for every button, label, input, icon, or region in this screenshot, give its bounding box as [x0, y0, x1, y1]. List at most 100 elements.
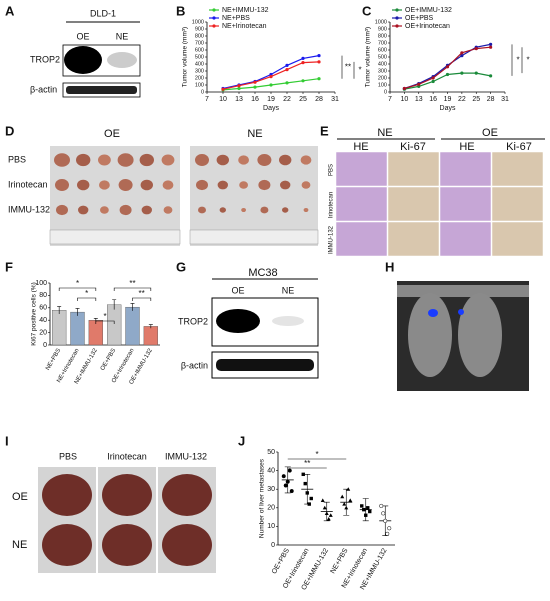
x-tick-label: 10: [219, 96, 227, 103]
panel-letter: B: [176, 3, 185, 18]
tumor: [257, 154, 272, 166]
blot-band: [216, 309, 260, 333]
row-label: PBS: [8, 154, 26, 164]
group-label: NE: [377, 127, 392, 139]
y-tick-label: 60: [39, 305, 47, 312]
data-point: [348, 498, 353, 502]
y-tick-label: 100: [35, 280, 47, 287]
y-axis-label: Tumor volume (mm³): [365, 27, 372, 87]
x-tick-label: NE+PBS: [45, 348, 62, 372]
x-tick-label: NE+PBS: [330, 547, 350, 575]
data-point: [379, 503, 384, 508]
annotation: *: [315, 450, 318, 459]
error-bar: [362, 498, 369, 522]
data-point: [289, 489, 294, 494]
row-label: TROP2: [178, 316, 208, 326]
tumor: [56, 204, 68, 216]
significance-bracket: [77, 297, 97, 301]
annotation: *: [103, 312, 106, 321]
annotation: **: [304, 459, 310, 468]
data-point: [362, 507, 366, 512]
y-tick-label: 100: [378, 82, 387, 88]
data-point: [346, 487, 351, 491]
tumor: [258, 179, 271, 191]
y-tick-label: 1000: [375, 19, 387, 25]
data-point: [431, 79, 435, 84]
y-tick-label: 900: [378, 26, 387, 32]
row-label: IMMU-132: [329, 225, 335, 254]
y-tick-label: 600: [378, 47, 387, 53]
x-tick-label: 25: [299, 96, 307, 103]
annotation: *: [526, 55, 529, 64]
panel-letter: F: [5, 259, 13, 274]
photo: [190, 146, 318, 246]
blot-band: [272, 316, 304, 326]
row-label: β-actin: [30, 84, 57, 94]
y-tick-label: 20: [39, 329, 47, 336]
blot-header: DLD-1: [90, 8, 116, 18]
data-point: [383, 518, 388, 523]
data-point: [253, 85, 257, 89]
error-bar: [75, 308, 80, 316]
tumor: [300, 155, 312, 165]
x-tick-label: 13: [235, 96, 243, 103]
y-tick-label: 200: [378, 75, 387, 81]
y-tick-label: 200: [195, 75, 204, 81]
data-point: [364, 513, 368, 517]
y-tick-label: 500: [195, 54, 204, 60]
histology-tile: [491, 186, 544, 222]
data-point: [301, 61, 305, 65]
mouse: [408, 293, 452, 377]
y-tick-label: 100: [195, 82, 204, 88]
x-tick-label: 22: [283, 96, 291, 103]
data-point: [324, 511, 329, 515]
data-point: [301, 472, 305, 477]
tumor: [238, 155, 250, 165]
photo: [50, 146, 180, 246]
x-tick-label: 31: [501, 96, 509, 103]
tumor: [100, 206, 109, 214]
tumor: [141, 205, 152, 215]
tumor: [219, 207, 226, 213]
error-bar: [57, 306, 62, 314]
data-point: [328, 513, 333, 517]
x-tick-label: 16: [429, 96, 437, 103]
data-point: [285, 479, 290, 484]
legend-marker: [212, 24, 216, 28]
annotation: **: [345, 62, 351, 71]
legend-marker: [212, 8, 216, 12]
data-point: [237, 86, 241, 91]
data-point: [360, 504, 364, 508]
tumor: [260, 206, 269, 214]
tumor: [99, 180, 110, 190]
tumor: [140, 179, 153, 191]
significance-bracket: [132, 297, 152, 301]
data-point: [305, 491, 309, 495]
row-label: Irinotecan: [8, 179, 48, 189]
data-point: [326, 516, 331, 521]
tumor: [195, 154, 209, 166]
y-tick-label: 400: [378, 61, 387, 67]
group-label: NE: [247, 128, 262, 140]
data-point: [417, 82, 421, 86]
panel-letter: A: [5, 3, 15, 18]
data-point: [285, 63, 289, 67]
data-point: [342, 502, 347, 506]
panel-letter: I: [5, 433, 9, 448]
data-point: [431, 76, 435, 80]
row-label: β-actin: [181, 360, 208, 370]
data-point: [344, 505, 349, 510]
x-tick-label: 19: [267, 96, 275, 103]
x-axis-label: Days: [263, 105, 279, 112]
histology-tile: [439, 151, 492, 187]
significance-bracket: [58, 287, 97, 291]
row-label: TROP2: [30, 54, 60, 64]
x-tick-label: 19: [444, 96, 452, 103]
x-tick-label: 10: [400, 96, 408, 103]
data-point: [301, 79, 305, 83]
panel-letter: G: [176, 259, 186, 274]
x-axis-label: Days: [440, 105, 456, 112]
annotation: **: [129, 279, 135, 288]
data-point: [489, 45, 493, 49]
panel-letter: J: [238, 433, 245, 448]
